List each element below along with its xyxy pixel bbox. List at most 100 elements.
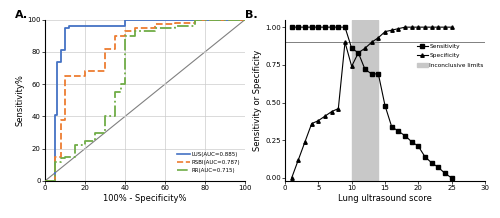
Line: RSBI(AUC=0.787): RSBI(AUC=0.787) [45,20,245,181]
RSBI(AUC=0.787) [72,75,78,77]
Specificity [402,26,408,29]
Sensitivity [316,26,322,29]
Legend: LUS(AUC=0.885), RSBI(AUC=0.787), RR(AUC=0.715): LUS(AUC=0.885), RSBI(AUC=0.787), RR(AUC=… [176,150,242,175]
Sensitivity [422,155,428,158]
Specificity [348,65,354,68]
RR(AUC=0.715) [192,25,198,27]
Line: LUS(AUC=0.885): LUS(AUC=0.885) [45,20,245,181]
RSBI(AUC=0.787) [102,47,108,50]
Specificity [376,36,382,39]
Specificity [422,26,428,29]
Sensitivity [382,104,388,107]
Specificity [316,119,322,122]
LUS(AUC=0.885) [202,18,208,21]
Sensitivity [296,26,302,29]
RSBI(AUC=0.787) [52,180,58,182]
RR(AUC=0.715) [152,30,158,32]
Specificity [442,26,448,29]
RR(AUC=0.715) [62,157,68,160]
Sensitivity [416,145,422,148]
RR(AUC=0.715) [92,139,98,142]
LUS(AUC=0.885) [62,26,68,29]
Sensitivity [436,166,442,169]
Specificity [336,107,342,110]
Specificity [368,41,374,44]
Specificity [428,26,434,29]
Specificity [448,26,454,29]
RR(AUC=0.715) [92,131,98,134]
Sensitivity [376,73,382,75]
LUS(AUC=0.885) [42,180,48,182]
LUS(AUC=0.885) [54,60,60,63]
LUS(AUC=0.885) [58,60,64,63]
RSBI(AUC=0.787) [52,155,58,158]
RSBI(AUC=0.787) [172,23,178,26]
Line: RR(AUC=0.715): RR(AUC=0.715) [45,20,245,181]
Specificity [436,26,442,29]
RR(AUC=0.715) [58,157,64,160]
LUS(AUC=0.885) [52,180,58,182]
Line: Specificity: Specificity [290,26,454,180]
Specificity [396,27,402,30]
Sensitivity [342,26,348,29]
LUS(AUC=0.885) [54,114,60,116]
RR(AUC=0.715) [122,83,128,85]
Sensitivity [322,26,328,29]
Text: A.: A. [15,10,28,20]
Sensitivity [328,26,334,29]
Text: B.: B. [245,10,258,20]
RSBI(AUC=0.787) [58,155,64,158]
Legend: Sensitivity, Specificity, Inconclusive limits: Sensitivity, Specificity, Inconclusive l… [415,42,486,70]
RR(AUC=0.715) [132,30,138,32]
LUS(AUC=0.885) [118,25,124,27]
Specificity [342,41,348,44]
LUS(AUC=0.885) [202,18,208,21]
RR(AUC=0.715) [82,139,88,142]
Sensitivity [362,68,368,71]
RR(AUC=0.715) [82,144,88,147]
RSBI(AUC=0.787) [82,70,88,73]
LUS(AUC=0.885) [58,49,64,52]
Sensitivity [302,26,308,29]
RR(AUC=0.715) [58,160,64,163]
RSBI(AUC=0.787) [58,118,64,121]
LUS(AUC=0.885) [122,25,128,27]
RSBI(AUC=0.787) [152,23,158,26]
Sensitivity [402,135,408,137]
RR(AUC=0.715) [152,26,158,29]
LUS(AUC=0.885) [62,49,68,52]
RSBI(AUC=0.787) [192,22,198,24]
RR(AUC=0.715) [118,91,124,94]
RSBI(AUC=0.787) [112,34,118,37]
Y-axis label: Sensitivity or Specificity: Sensitivity or Specificity [254,50,262,151]
LUS(AUC=0.885) [242,18,248,21]
Sensitivity [396,130,402,133]
RR(AUC=0.715) [102,131,108,134]
Sensitivity [442,172,448,175]
Sensitivity [368,73,374,75]
RSBI(AUC=0.787) [152,26,158,29]
Specificity [308,122,314,125]
Sensitivity [388,125,394,128]
Sensitivity [448,177,454,179]
RR(AUC=0.715) [118,83,124,85]
RSBI(AUC=0.787) [92,70,98,73]
Sensitivity [288,26,294,29]
RR(AUC=0.715) [102,115,108,118]
Specificity [322,115,328,118]
X-axis label: Lung ultrasound score: Lung ultrasound score [338,194,432,203]
Specificity [296,158,302,161]
Specificity [288,177,294,179]
Specificity [356,51,362,54]
Specificity [388,29,394,31]
RSBI(AUC=0.787) [42,180,48,182]
RSBI(AUC=0.787) [132,30,138,32]
Line: Sensitivity: Sensitivity [290,26,454,180]
Specificity [362,47,368,49]
RR(AUC=0.715) [242,18,248,21]
Sensitivity [408,140,414,143]
RR(AUC=0.715) [52,160,58,163]
Bar [352,20,378,181]
RSBI(AUC=0.787) [102,70,108,73]
Sensitivity [348,47,354,49]
